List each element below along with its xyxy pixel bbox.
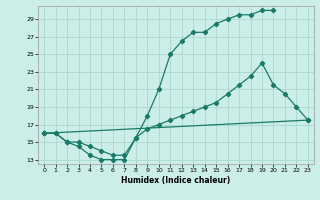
X-axis label: Humidex (Indice chaleur): Humidex (Indice chaleur) [121, 176, 231, 185]
